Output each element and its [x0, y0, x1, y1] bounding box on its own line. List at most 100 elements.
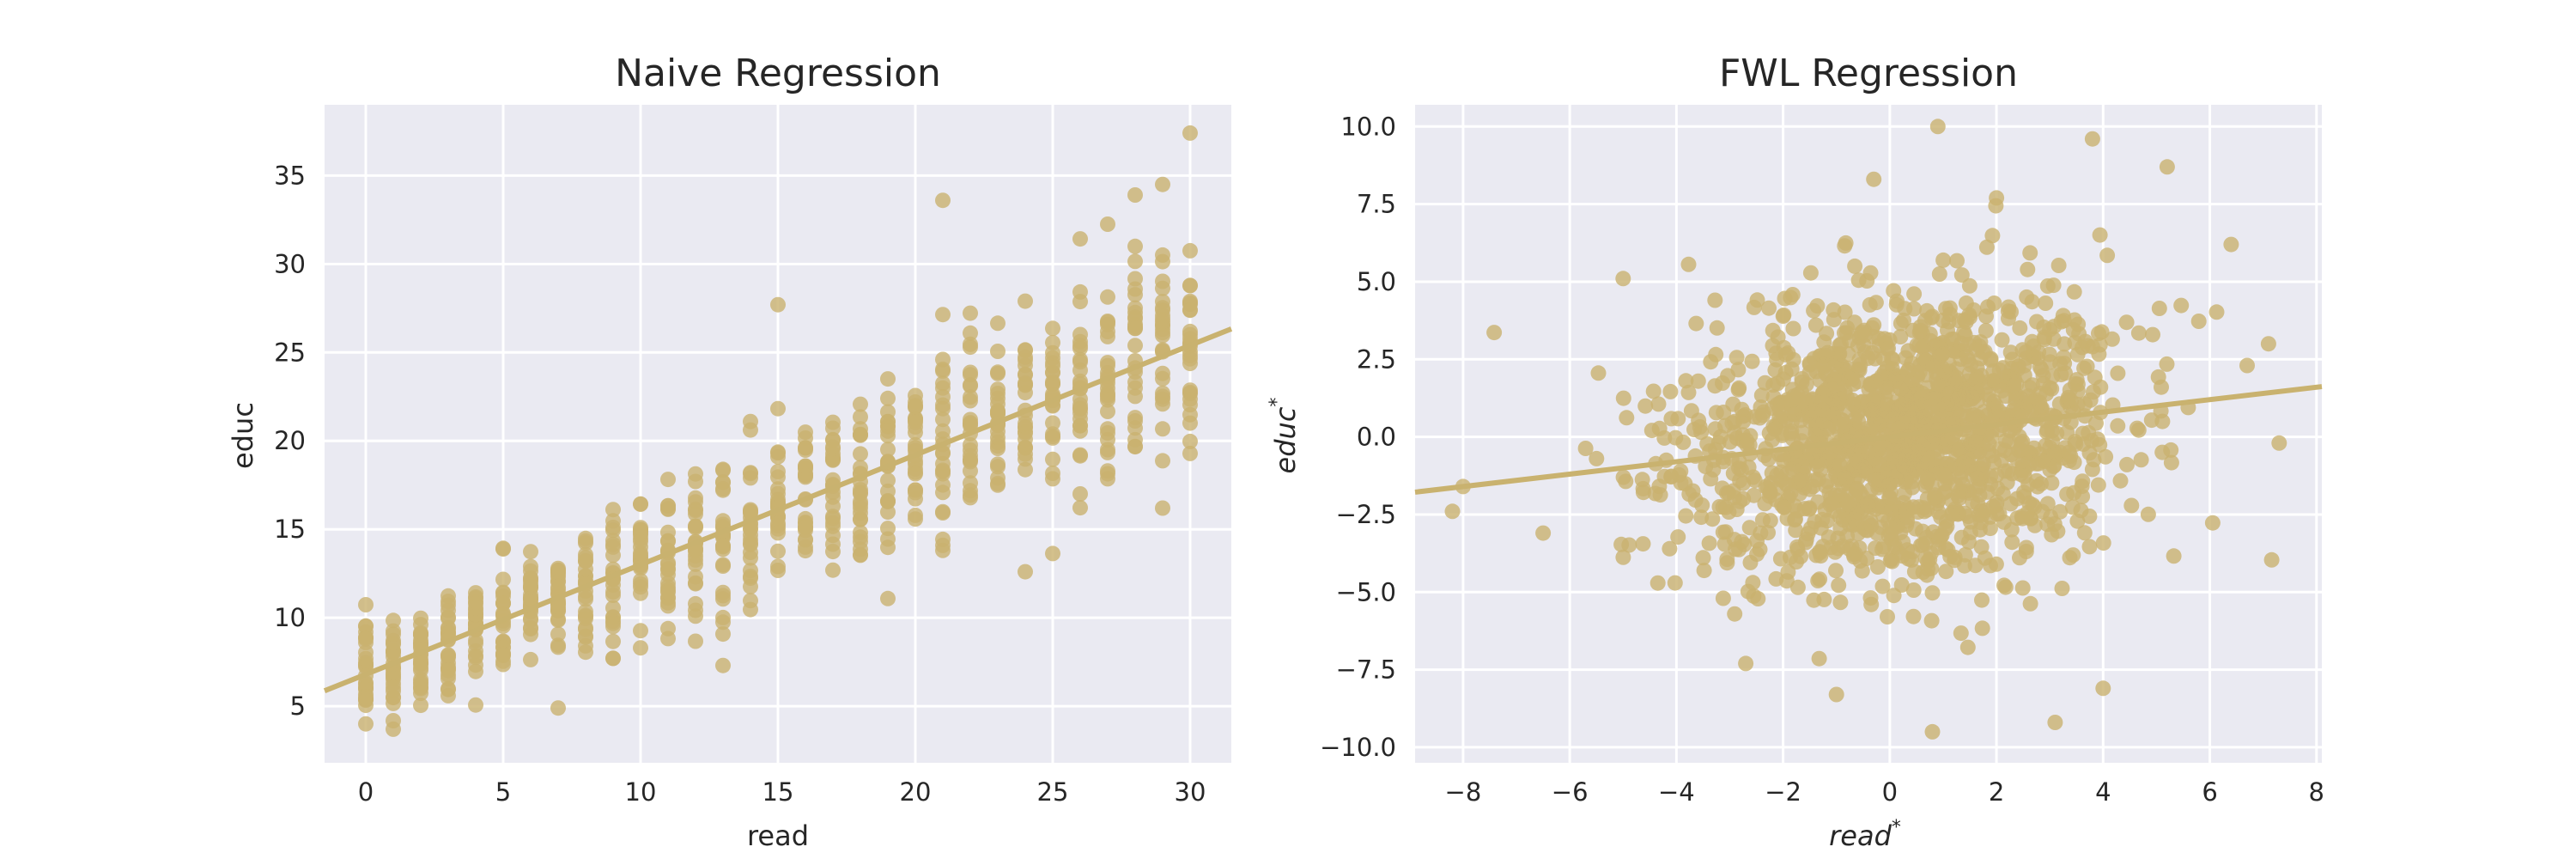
scatter-point: [963, 325, 978, 341]
scatter-point: [1923, 612, 1940, 629]
scatter-point: [1662, 383, 1679, 399]
scatter-point: [358, 650, 374, 667]
scatter-point: [880, 423, 896, 439]
scatter-point: [1668, 430, 1684, 446]
scatter-point: [1783, 414, 1800, 430]
scatter-point: [633, 640, 648, 656]
scatter-point: [358, 716, 374, 732]
scatter-point: [1826, 302, 1842, 318]
scatter-point: [935, 411, 951, 428]
scatter-point: [2014, 580, 2031, 596]
scatter-point: [495, 540, 511, 557]
scatter-point: [2190, 314, 2207, 329]
scatter-point: [1824, 496, 1840, 512]
scatter-point: [1695, 550, 1711, 566]
scatter-point: [2039, 278, 2056, 294]
scatter-point: [1888, 296, 1905, 313]
scatter-point: [1182, 125, 1198, 141]
scatter-point: [1045, 375, 1060, 392]
scatter-point: [908, 466, 923, 482]
scatter-point: [1947, 375, 1964, 392]
scatter-point: [660, 472, 676, 488]
y-tick-label: 35: [274, 161, 306, 190]
scatter-point: [1018, 451, 1033, 467]
scatter-point: [1715, 499, 1731, 515]
scatter-point: [1733, 461, 1749, 478]
scatter-point: [2008, 395, 2024, 411]
scatter-point: [1860, 515, 1876, 531]
scatter-point: [1794, 472, 1810, 488]
scatter-point: [1100, 357, 1115, 374]
scatter-point: [2001, 299, 2017, 315]
scatter-point: [1996, 442, 2013, 459]
scatter-point: [660, 497, 676, 514]
scatter-point: [1746, 299, 1762, 315]
scatter-point: [1956, 557, 1972, 574]
scatter-point: [2112, 472, 2129, 489]
scatter-point: [1797, 395, 1814, 411]
scatter-point: [935, 445, 951, 461]
scatter-point: [1637, 398, 1654, 414]
scatter-point: [1850, 413, 1867, 430]
scatter-point: [1861, 381, 1877, 398]
scatter-point: [1794, 375, 1810, 390]
scatter-point: [1807, 317, 1824, 333]
scatter-point: [743, 569, 758, 584]
scatter-point: [1866, 450, 1882, 466]
scatter-point: [825, 544, 841, 560]
scatter-point: [825, 562, 841, 578]
scatter-point: [1182, 445, 1198, 461]
x-tick-label: 0: [1882, 777, 1898, 807]
scatter-point: [688, 551, 703, 568]
scatter-point: [605, 615, 621, 631]
scatter-point: [358, 691, 374, 707]
scatter-point: [413, 655, 428, 672]
scatter-point: [1869, 559, 1886, 575]
scatter-point: [1155, 453, 1170, 469]
scatter-point: [908, 484, 923, 501]
scatter-point: [605, 650, 621, 667]
scatter-point: [770, 543, 786, 559]
scatter-point: [2052, 503, 2069, 520]
scatter-point: [1486, 325, 1503, 341]
scatter-point: [1979, 484, 1996, 500]
scatter-point: [1844, 396, 1861, 412]
scatter-point: [2026, 517, 2043, 533]
scatter-point: [1775, 308, 1791, 325]
scatter-point: [935, 400, 951, 417]
scatter-point: [1963, 356, 1979, 373]
scatter-point: [1789, 579, 1806, 595]
scatter-point: [1651, 420, 1668, 436]
scatter-point: [2055, 308, 2071, 324]
scatter-point: [1155, 325, 1170, 341]
scatter-point: [1018, 415, 1033, 431]
y-tick-label: 20: [274, 426, 306, 455]
scatter-point: [908, 511, 923, 527]
scatter-point: [2129, 420, 2145, 436]
scatter-point: [1953, 267, 1970, 283]
left-y-axis-label: educ: [227, 402, 259, 469]
scatter-point: [1915, 436, 1931, 452]
scatter-point: [578, 603, 593, 619]
scatter-point: [743, 593, 758, 609]
scatter-point: [963, 463, 978, 479]
scatter-point: [935, 462, 951, 478]
scatter-point: [1838, 325, 1855, 341]
scatter-point: [1730, 362, 1747, 378]
scatter-point: [935, 423, 951, 439]
scatter-point: [990, 459, 1005, 475]
scatter-point: [1621, 537, 1637, 553]
scatter-point: [1444, 503, 1461, 520]
scatter-point: [990, 315, 1005, 332]
scatter-point: [1802, 265, 1819, 281]
scatter-point: [1994, 332, 2010, 348]
scatter-point: [660, 598, 676, 614]
scatter-point: [1806, 302, 1822, 319]
scatter-point: [2013, 442, 2029, 458]
scatter-point: [1688, 315, 1704, 332]
scatter-point: [2091, 346, 2107, 362]
scatter-point: [1899, 542, 1916, 558]
scatter-point: [1663, 468, 1680, 484]
scatter-point: [880, 442, 896, 458]
scatter-point: [2163, 442, 2179, 458]
